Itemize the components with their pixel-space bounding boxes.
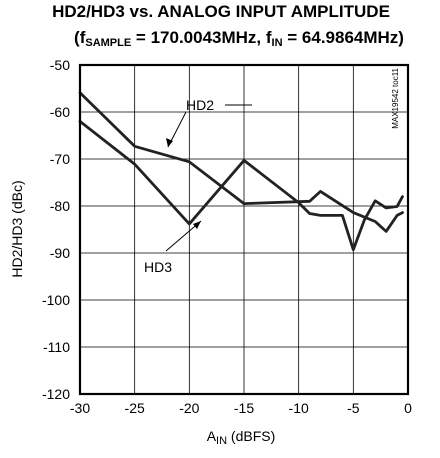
hd3-arrow-head [193,221,201,229]
plot-frame [78,63,410,396]
series-line-hd2 [78,91,404,233]
chart-title: HD2/HD3 vs. ANALOG INPUT AMPLITUDE [52,2,390,21]
x-tick-label: -30 [70,400,90,416]
y-tick-label: -60 [50,104,70,120]
annotation-hd2: HD2 [166,97,252,148]
hd3-label: HD3 [144,259,172,275]
hd2-label: HD2 [186,97,214,113]
series-line-hd3 [78,120,404,252]
x-tick-label: -5 [347,400,360,416]
y-tick-label: -100 [42,292,70,308]
x-tick-label: -20 [179,400,199,416]
tick-labels: -30 -25 -20 -15 -10 -5 0-50-60-70-80-90-100-11… [42,57,412,416]
y-axis-label: HD2/HD3 (dBc) [9,180,25,277]
y-tick-label: -120 [42,386,70,402]
y-tick-label: -70 [50,151,70,167]
x-tick-label: 0 [404,400,412,416]
y-tick-label: -110 [43,339,70,355]
watermark: MAX19542 toc11 [391,67,400,128]
annotation-hd3: HD3 [144,220,202,275]
y-tick-label: -90 [50,245,70,261]
y-tick-label: -50 [50,57,70,73]
series-lines [78,91,404,252]
hd2-arrow-head [166,138,173,147]
grid [79,64,409,395]
x-axis-label: AIN (dBFS) [207,428,276,447]
chart-subtitle: (fSAMPLE = 170.0043MHz, fIN = 64.9864MHz… [74,28,404,49]
x-tick-label: -10 [289,400,309,416]
y-tick-label: -80 [50,198,70,214]
x-tick-label: -15 [234,400,254,416]
x-tick-label: -25 [125,400,145,416]
